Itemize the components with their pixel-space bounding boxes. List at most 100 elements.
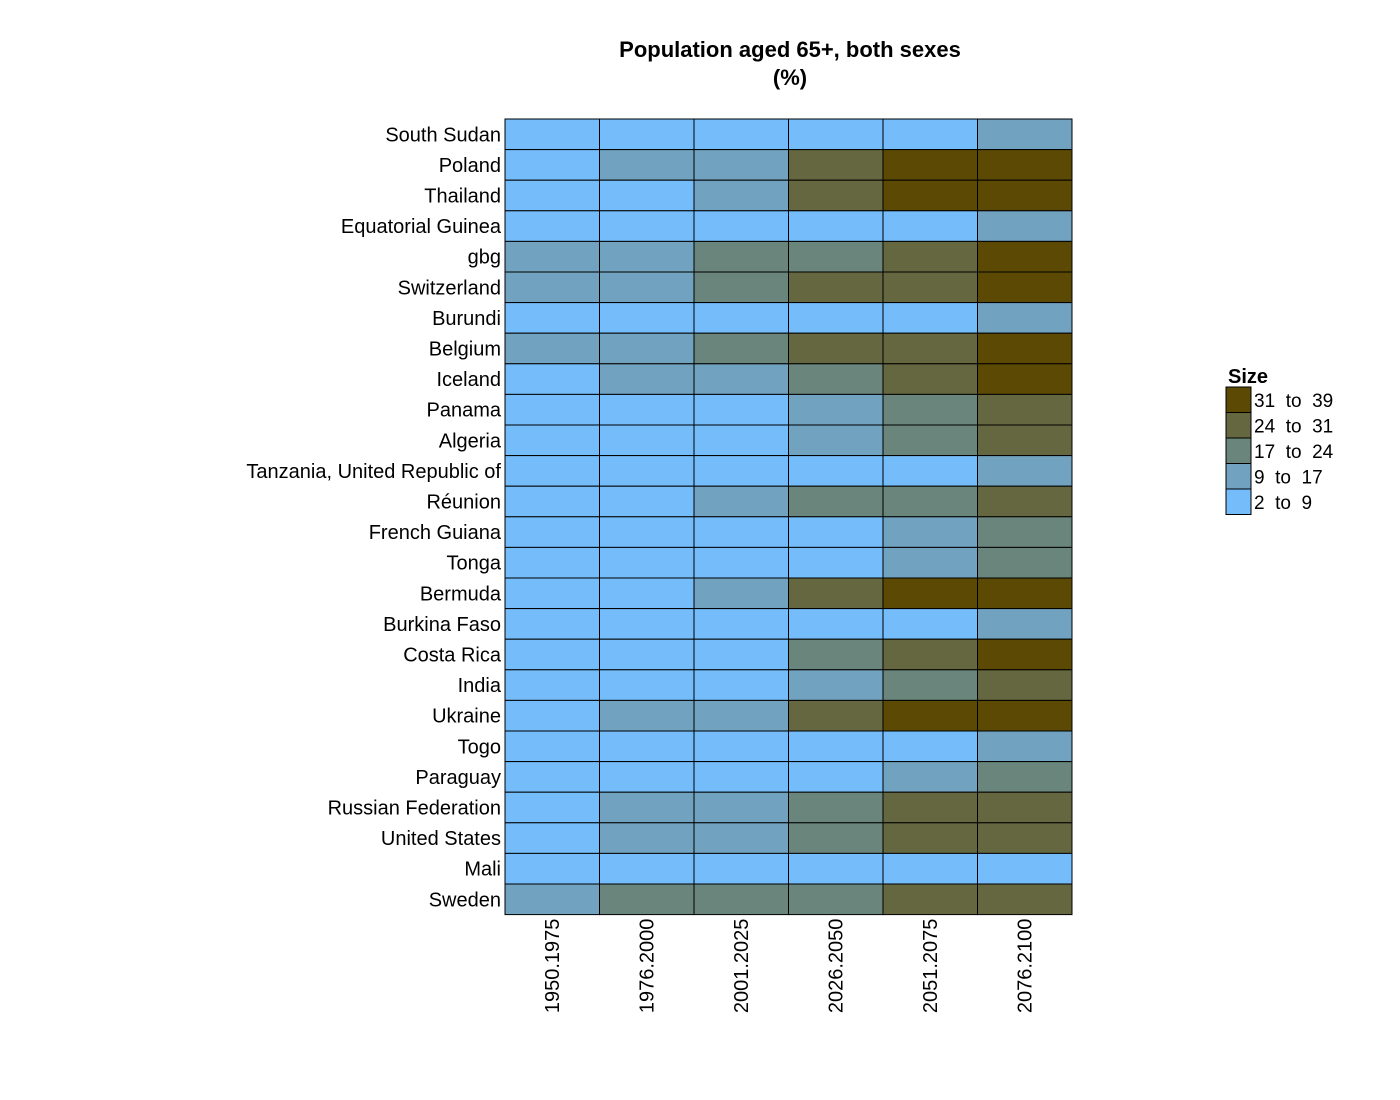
heatmap-cell: [693, 179, 789, 212]
heatmap-cell: [693, 363, 789, 395]
heatmap-cell: [599, 761, 695, 793]
heatmap-cell: [977, 638, 1073, 671]
heatmap-cell: [504, 393, 600, 426]
heatmap-cell: [788, 669, 884, 701]
heatmap-cell: [599, 730, 695, 763]
row-label: French Guiana: [369, 522, 502, 544]
heatmap-cell: [788, 699, 884, 732]
heatmap-cell: [693, 730, 789, 763]
heatmap-cell: [504, 608, 600, 640]
row-label: Thailand: [424, 186, 501, 208]
heatmap-cell: [504, 149, 600, 181]
heatmap-cell: [504, 883, 600, 916]
row-label: Poland: [439, 155, 501, 177]
heatmap-cell: [977, 149, 1073, 181]
heatmap-cell: [788, 118, 884, 151]
heatmap-cell: [788, 852, 884, 885]
heatmap-cell: [693, 852, 789, 885]
heatmap-cell: [693, 608, 789, 640]
heatmap-cell: [504, 638, 600, 671]
heatmap-cell: [693, 822, 789, 854]
heatmap-cell: [504, 363, 600, 395]
row-labels: South Sudan Poland Thailand Equatorial Guin…: [246, 124, 501, 911]
heatmap-cell: [693, 485, 789, 518]
heatmap-cells: [504, 118, 1073, 916]
heatmap-cell: [599, 179, 695, 212]
heatmap-cell: [882, 240, 978, 273]
heatmap-cell: [788, 302, 884, 334]
heatmap-cell: [788, 638, 884, 671]
row-label: Iceland: [437, 369, 502, 391]
heatmap-cell: [977, 210, 1073, 242]
heatmap-cell: [599, 393, 695, 426]
heatmap-cell: [882, 883, 978, 916]
heatmap-cell: [504, 455, 600, 487]
heatmap-cell: [977, 730, 1073, 763]
heatmap-cell: [788, 761, 884, 793]
heatmap-cell: [599, 669, 695, 701]
heatmap-cell: [599, 852, 695, 885]
heatmap-cell: [693, 546, 789, 579]
legend-swatch: [1225, 488, 1252, 515]
legend-swatch: [1225, 412, 1252, 439]
row-label: Ukraine: [432, 706, 501, 728]
heatmap-cell: [693, 210, 789, 242]
heatmap-cell: [882, 271, 978, 304]
heatmap-cell: [599, 546, 695, 579]
heatmap-cell: [788, 516, 884, 548]
heatmap-cell: [882, 761, 978, 793]
heatmap-cell: [977, 761, 1073, 793]
heatmap-cell: [504, 852, 600, 885]
heatmap-cell: [788, 271, 884, 304]
heatmap-cell: [504, 730, 600, 763]
heatmap-cell: [693, 302, 789, 334]
heatmap-cell: [882, 455, 978, 487]
heatmap-cell: [504, 210, 600, 242]
column-label: 1976.2000: [637, 919, 659, 1014]
heatmap-cell: [788, 577, 884, 610]
heatmap-cell: [977, 699, 1073, 732]
heatmap-cell: [882, 210, 978, 242]
heatmap-cell: [693, 455, 789, 487]
heatmap-cell: [882, 516, 978, 548]
heatmap-cell: [882, 791, 978, 824]
legend-label: 17 to 24: [1254, 442, 1334, 463]
heatmap-cell: [977, 393, 1073, 426]
heatmap-cell: [882, 638, 978, 671]
column-label: 2026.2050: [826, 919, 848, 1014]
legend-title: Size: [1228, 366, 1268, 388]
row-label: Switzerland: [398, 277, 501, 299]
row-label: Equatorial Guinea: [341, 216, 502, 238]
heatmap-cell: [693, 240, 789, 273]
row-label: United States: [381, 828, 501, 850]
heatmap-cell: [977, 608, 1073, 640]
heatmap-cell: [788, 149, 884, 181]
heatmap-cell: [599, 699, 695, 732]
heatmap-cell: [882, 730, 978, 763]
legend-label: 24 to 31: [1254, 416, 1333, 437]
row-label: Tonga: [447, 553, 502, 575]
row-label: Mali: [464, 859, 501, 881]
heatmap-cell: [788, 424, 884, 457]
heatmap-cell: [599, 118, 695, 151]
heatmap-cell: [882, 179, 978, 212]
heatmap-cell: [504, 699, 600, 732]
heatmap-cell: [504, 302, 600, 334]
heatmap-cell: [977, 669, 1073, 701]
heatmap-cell: [599, 883, 695, 916]
heatmap-cell: [504, 179, 600, 212]
heatmap-cell: [788, 791, 884, 824]
heatmap-cell: [788, 608, 884, 640]
heatmap-cell: [599, 363, 695, 395]
heatmap-cell: [882, 149, 978, 181]
heatmap-cell: [599, 638, 695, 671]
heatmap-cell: [788, 822, 884, 854]
heatmap-cell: [599, 240, 695, 273]
heatmap-cell: [788, 730, 884, 763]
row-label: Burkina Faso: [383, 614, 501, 636]
heatmap-cell: [977, 332, 1073, 365]
heatmap-cell: [599, 822, 695, 854]
heatmap-cell: [693, 638, 789, 671]
row-label: gbg: [468, 247, 501, 269]
